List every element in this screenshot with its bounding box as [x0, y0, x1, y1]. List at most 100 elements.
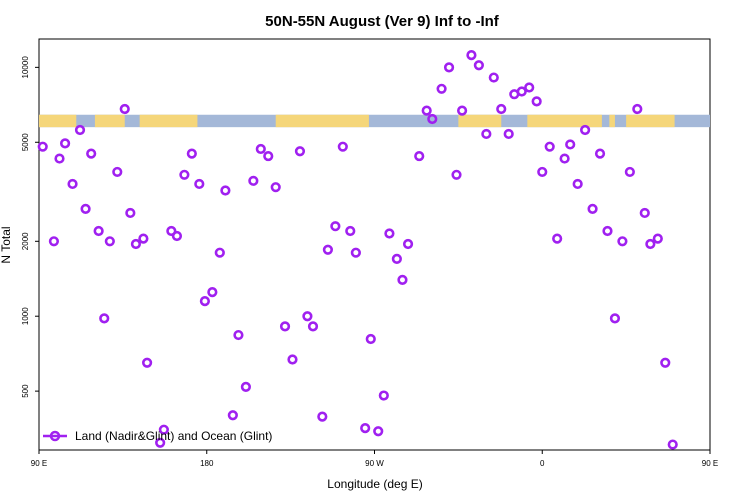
- data-point: [207, 286, 218, 298]
- data-point: [130, 238, 142, 250]
- data-point: [125, 207, 136, 219]
- x-axis: 90 E 180 90 W 0 90 E: [31, 450, 718, 468]
- x-tick-label: 0: [540, 459, 545, 468]
- data-point: [594, 148, 606, 159]
- data-point: [397, 274, 408, 285]
- land-segment: [94, 114, 125, 128]
- data-point: [119, 103, 130, 115]
- data-point: [402, 238, 414, 250]
- data-point: [457, 105, 468, 116]
- data-point: [287, 354, 298, 365]
- x-tick-label: 90 E: [31, 459, 47, 468]
- data-point: [580, 124, 591, 136]
- data-point: [104, 236, 115, 247]
- legend-marker: [49, 430, 61, 442]
- legend: Land (Nadir&Glint) and Ocean (Glint): [43, 429, 272, 443]
- data-point: [155, 437, 166, 448]
- data-point: [516, 86, 527, 97]
- data-point: [660, 357, 671, 368]
- data-point: [337, 141, 348, 152]
- data-point: [436, 83, 447, 94]
- data-points: [37, 50, 678, 450]
- data-point: [67, 178, 78, 190]
- data-point: [345, 225, 356, 237]
- data-point: [233, 329, 244, 341]
- data-point: [59, 138, 71, 149]
- data-point: [531, 96, 542, 107]
- y-tick-label: 5000: [21, 133, 30, 151]
- land-segment: [626, 114, 675, 128]
- y-tick-label: 2000: [21, 232, 30, 250]
- data-point: [443, 62, 455, 73]
- data-point: [302, 311, 313, 322]
- data-point: [496, 103, 507, 115]
- data-point: [186, 148, 197, 159]
- data-point: [481, 128, 492, 140]
- data-point: [617, 236, 628, 247]
- land-segment: [527, 114, 602, 128]
- data-point: [427, 113, 438, 125]
- data-point: [270, 182, 281, 193]
- data-point: [330, 221, 341, 232]
- data-point: [255, 143, 266, 155]
- x-tick-label: 90 W: [365, 459, 384, 468]
- data-point: [74, 124, 86, 136]
- land-segment: [275, 114, 369, 128]
- data-point: [194, 178, 205, 190]
- x-axis-label: Longitude (deg E): [327, 477, 422, 491]
- y-tick-label: 1000: [21, 307, 30, 325]
- data-point: [466, 50, 477, 61]
- y-tick-label: 10000: [21, 56, 30, 79]
- data-point: [378, 390, 389, 401]
- data-point: [451, 169, 462, 180]
- data-point: [667, 439, 678, 450]
- land-ocean-band: [39, 114, 710, 128]
- data-point: [421, 105, 432, 116]
- data-point: [158, 424, 169, 435]
- data-point: [214, 247, 225, 258]
- land-segment: [609, 114, 615, 128]
- data-point: [263, 150, 274, 162]
- data-point: [317, 411, 328, 422]
- data-point: [639, 207, 650, 219]
- data-point: [645, 238, 656, 250]
- data-point: [552, 233, 563, 244]
- y-axis: 500 1000 2000 5000 10000: [21, 56, 39, 398]
- legend-label: Land (Nadir&Glint) and Ocean (Glint): [75, 429, 272, 443]
- data-point: [602, 225, 613, 237]
- data-point: [565, 139, 576, 150]
- data-point: [86, 148, 97, 159]
- data-point: [199, 296, 210, 307]
- data-point: [179, 169, 190, 180]
- y-axis-label: N Total: [0, 226, 13, 263]
- data-point: [652, 233, 663, 244]
- data-point: [391, 253, 402, 264]
- data-point: [624, 166, 635, 178]
- land-segment: [139, 114, 198, 128]
- land-segment: [39, 114, 77, 128]
- data-point: [503, 128, 514, 140]
- data-point: [48, 236, 60, 247]
- data-point: [559, 153, 570, 164]
- data-point: [365, 333, 376, 345]
- data-point: [279, 321, 291, 332]
- data-point: [93, 225, 104, 237]
- x-tick-label: 90 E: [702, 459, 718, 468]
- data-point: [142, 357, 153, 368]
- data-point: [572, 178, 583, 190]
- data-point: [609, 313, 621, 324]
- data-point: [488, 72, 499, 83]
- data-point: [414, 150, 425, 162]
- data-point: [322, 244, 334, 255]
- data-point: [220, 185, 231, 196]
- data-point: [294, 146, 306, 157]
- data-point: [99, 313, 110, 324]
- data-point: [587, 203, 598, 214]
- x-tick-label: 180: [200, 459, 214, 468]
- data-point: [632, 103, 643, 115]
- data-point: [138, 233, 149, 244]
- data-point: [227, 410, 238, 421]
- data-point: [240, 381, 251, 392]
- data-point: [166, 225, 177, 237]
